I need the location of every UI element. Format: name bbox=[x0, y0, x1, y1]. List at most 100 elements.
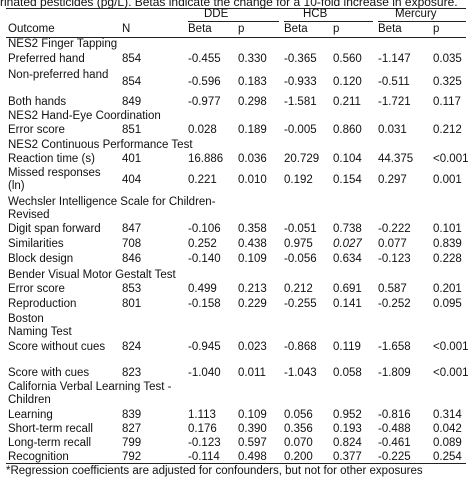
row-label: Digit span forward bbox=[8, 223, 101, 235]
row-label: Block design bbox=[8, 253, 74, 265]
table-caption: rinated pesticides (pg/L). Betas indicat… bbox=[0, 0, 458, 9]
n-cell: 824 bbox=[122, 341, 142, 353]
n-cell: 849 bbox=[122, 96, 142, 108]
dde-p-cell: 0.213 bbox=[238, 283, 267, 295]
hg-beta-cell: -0.816 bbox=[378, 409, 411, 421]
row-label: Score with cues bbox=[8, 367, 90, 379]
dde-beta-cell: 0.176 bbox=[188, 423, 217, 435]
n-cell: 401 bbox=[122, 153, 142, 165]
hg-p-cell: 0.001 bbox=[433, 174, 462, 186]
hcb-p-cell: 0.154 bbox=[333, 174, 362, 186]
row-label: Error score bbox=[8, 283, 65, 295]
hg-beta-cell: -1.658 bbox=[378, 341, 411, 353]
dde-beta-cell: -0.977 bbox=[188, 96, 221, 108]
hg-p-cell: <0.001 bbox=[433, 341, 469, 353]
n-cell: 801 bbox=[122, 298, 142, 310]
hcb-beta-cell: 20.729 bbox=[284, 153, 320, 165]
dde-beta-cell: -0.123 bbox=[188, 437, 221, 449]
mercury-underline bbox=[378, 21, 466, 22]
hg-p-cell: 0.095 bbox=[433, 298, 462, 310]
dde-p-cell: 0.438 bbox=[238, 238, 267, 250]
hcb-beta-cell: -1.581 bbox=[284, 96, 317, 108]
hcb-p-cell: 0.027 bbox=[333, 238, 362, 250]
header-rule bbox=[6, 37, 466, 38]
hcb-beta-cell: 0.212 bbox=[284, 283, 313, 295]
n-cell: 847 bbox=[122, 223, 142, 235]
section-heading: NES2 Continuous Performance Test bbox=[8, 139, 193, 151]
hcb-beta-cell: -0.056 bbox=[284, 253, 317, 265]
dde-beta-cell: -0.106 bbox=[188, 223, 221, 235]
hg-p-cell: 0.089 bbox=[433, 437, 462, 449]
hg-p-cell: 0.042 bbox=[433, 423, 462, 435]
hcb-p-cell: 0.560 bbox=[333, 53, 362, 65]
dde-p-cell: 0.229 bbox=[238, 298, 267, 310]
section-heading: Bender Visual Motor Gestalt Test bbox=[8, 269, 176, 281]
dde-p-cell: 0.109 bbox=[238, 253, 267, 265]
row-label: Recognition bbox=[8, 451, 69, 463]
hg-beta-cell: 0.077 bbox=[378, 238, 407, 250]
dde-beta-cell: 0.028 bbox=[188, 124, 217, 136]
dde-p-cell: 0.183 bbox=[238, 76, 267, 88]
hcb-p-cell: 0.860 bbox=[333, 124, 362, 136]
row-label: Short-term recall bbox=[8, 423, 93, 435]
dde-beta-cell: -1.040 bbox=[188, 367, 221, 379]
bottom-rule bbox=[6, 463, 466, 464]
n-cell: 708 bbox=[122, 238, 142, 250]
n-cell: 851 bbox=[122, 124, 142, 136]
dde-p-cell: 0.358 bbox=[238, 223, 267, 235]
hcb-beta-cell: 0.200 bbox=[284, 451, 313, 463]
row-label: Long-term recall bbox=[8, 437, 92, 449]
hcb-p-cell: 0.824 bbox=[333, 437, 362, 449]
top-rule bbox=[6, 8, 466, 9]
dde-p-cell: 0.189 bbox=[238, 124, 267, 136]
row-label: Missed responses (ln) bbox=[8, 167, 101, 192]
hcb-beta-cell: -1.043 bbox=[284, 367, 317, 379]
dde-beta-cell: 16.886 bbox=[188, 153, 224, 165]
hcb-p-cell: 0.058 bbox=[333, 367, 362, 379]
hg-beta-cell: 0.031 bbox=[378, 124, 407, 136]
dde-beta-cell: -0.114 bbox=[188, 451, 220, 463]
hcb-beta-cell: 0.975 bbox=[284, 238, 313, 250]
row-label: Preferred hand bbox=[8, 53, 85, 65]
n-cell: 854 bbox=[122, 76, 142, 88]
dde-p-cell: 0.010 bbox=[238, 174, 267, 186]
hcb-p-cell: 0.211 bbox=[333, 96, 361, 108]
section-heading: NES2 Finger Tapping bbox=[8, 38, 118, 50]
dde-p-cell: 0.390 bbox=[238, 423, 267, 435]
header-hg-p: p bbox=[433, 23, 440, 35]
hg-p-cell: 0.839 bbox=[433, 238, 462, 250]
hcb-p-cell: 0.104 bbox=[333, 153, 362, 165]
hcb-p-cell: 0.634 bbox=[333, 253, 362, 265]
n-cell: 853 bbox=[122, 283, 142, 295]
hg-beta-cell: 0.297 bbox=[378, 174, 407, 186]
dde-p-cell: 0.597 bbox=[238, 437, 267, 449]
dde-beta-cell: -0.455 bbox=[188, 53, 221, 65]
hcb-beta-cell: 0.356 bbox=[284, 423, 313, 435]
dde-p-cell: 0.036 bbox=[238, 153, 267, 165]
hcb-p-cell: 0.377 bbox=[333, 451, 362, 463]
dde-beta-cell: -0.596 bbox=[188, 76, 221, 88]
row-label: Similarities bbox=[8, 238, 64, 250]
hg-beta-cell: 0.587 bbox=[378, 283, 407, 295]
hcb-beta-cell: 0.192 bbox=[284, 174, 313, 186]
section-heading: NES2 Hand-Eye Coordination bbox=[8, 110, 161, 122]
hg-beta-cell: -0.123 bbox=[378, 253, 411, 265]
header-dde-p: p bbox=[238, 23, 245, 35]
dde-underline bbox=[188, 21, 279, 22]
table-footnote: *Regression coefficients are adjusted fo… bbox=[6, 465, 423, 477]
n-cell: 854 bbox=[122, 53, 142, 65]
section-heading: California Verbal Learning Test - Childr… bbox=[8, 381, 172, 406]
dde-beta-cell: 0.499 bbox=[188, 283, 217, 295]
hcb-p-cell: 0.119 bbox=[333, 341, 361, 353]
hcb-beta-cell: -0.365 bbox=[284, 53, 317, 65]
hcb-beta-cell: -0.005 bbox=[284, 124, 317, 136]
row-label: Learning bbox=[8, 409, 53, 421]
hg-beta-cell: -0.222 bbox=[378, 223, 411, 235]
hg-p-cell: 0.212 bbox=[433, 124, 462, 136]
hcb-p-cell: 0.952 bbox=[333, 409, 362, 421]
hcb-underline bbox=[284, 21, 373, 22]
n-cell: 792 bbox=[122, 451, 142, 463]
hcb-beta-cell: -0.868 bbox=[284, 341, 317, 353]
hg-beta-cell: -1.809 bbox=[378, 367, 411, 379]
hcb-p-cell: 0.141 bbox=[333, 298, 362, 310]
